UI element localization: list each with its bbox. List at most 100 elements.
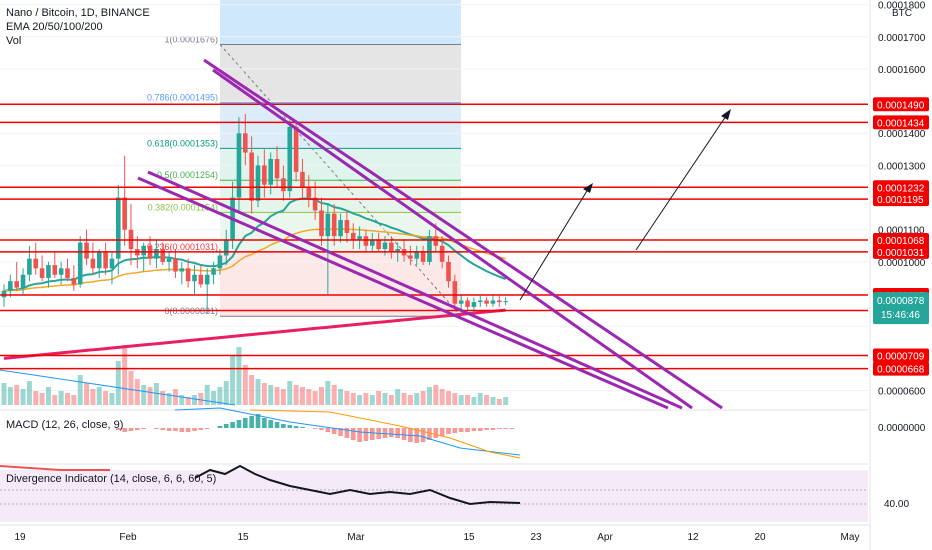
volume-bar — [299, 387, 305, 405]
drawings[interactable] — [0, 58, 868, 410]
price-tag-label: 0.0001232 — [877, 183, 925, 194]
fib-level-label: 1(0.0001676) — [164, 34, 218, 44]
macd-histogram-bar — [268, 420, 273, 428]
price-tick-label: 0.0001800 — [878, 1, 926, 12]
candle-body — [77, 242, 83, 285]
price-tag-bg — [873, 348, 929, 363]
volume-bar — [236, 347, 242, 405]
candle-body — [8, 281, 13, 291]
candle-body — [331, 213, 337, 237]
volume-bar — [249, 375, 255, 405]
volume-bar — [484, 395, 490, 405]
volume-bar — [477, 393, 483, 405]
volume-bar — [388, 395, 394, 405]
fib-trend-line — [219, 44, 462, 317]
countdown-timer: 15:46:46 — [881, 310, 920, 321]
macd-histogram-bar — [281, 424, 286, 428]
candle-body — [427, 236, 432, 262]
candle-body — [395, 249, 400, 253]
macd-histogram-bar — [293, 426, 299, 428]
volume-bar — [268, 385, 274, 405]
candle-body — [166, 258, 172, 262]
macd-histogram-bar — [135, 428, 140, 430]
candle-body — [243, 133, 248, 153]
volume-bar — [261, 383, 267, 405]
candle-body — [287, 126, 293, 192]
candle-body — [414, 252, 420, 259]
candle-body — [433, 236, 439, 246]
volume-bar — [45, 387, 51, 405]
macd-histogram-bar — [471, 428, 477, 431]
candle-body — [179, 268, 185, 272]
volume-bar — [153, 383, 159, 405]
macd-histogram-bar — [433, 428, 439, 438]
volume-bar — [96, 387, 102, 405]
macd-histogram-bar — [312, 428, 318, 429]
rsi-divergence-line — [0, 465, 110, 471]
macd-histogram-bar — [255, 414, 261, 428]
descending-trendline — [203, 58, 723, 410]
price-tag-label: 0.0001031 — [877, 248, 925, 259]
price-tag-bg — [873, 97, 929, 112]
candle-body — [312, 197, 318, 211]
candle-body — [211, 268, 216, 275]
candle-body — [65, 268, 70, 278]
candle-body — [350, 232, 356, 240]
fib-zone — [220, 44, 461, 103]
price-axis[interactable]: BTC0.00018000.00017000.00016000.00014000… — [869, 0, 932, 550]
volume-bar — [230, 355, 236, 405]
volume-bar — [103, 391, 109, 405]
candle-body — [223, 239, 229, 256]
time-axis[interactable]: 19 Feb 15 Mar 15 23 Apr 12 20 May — [0, 524, 870, 543]
macd-histogram-bar — [465, 428, 470, 432]
price-tick-label: 0.0000600 — [878, 387, 926, 398]
current-price-tag — [873, 292, 929, 325]
volume-bar — [465, 395, 471, 405]
volume-bar — [407, 395, 413, 405]
price-tag-bg — [873, 244, 929, 259]
time-tick-label: 12 — [687, 532, 699, 543]
candle-body — [319, 210, 324, 237]
time-tick-label: 23 — [530, 532, 542, 543]
volume-bars — [0, 345, 509, 406]
volume-bar — [223, 381, 229, 405]
time-tick-label: Apr — [597, 532, 613, 543]
candle-body — [376, 239, 381, 250]
macd-histogram-bar — [166, 428, 172, 431]
fib-top-zone — [220, 0, 461, 45]
rsi-level-label: 40.00 — [884, 499, 909, 510]
macd-pane — [0, 407, 868, 459]
candle-body — [103, 252, 108, 269]
candle-body — [420, 252, 426, 262]
price-tag-bg — [873, 115, 929, 130]
candle-body — [96, 252, 102, 269]
price-tag-bg — [873, 233, 929, 248]
candle-body — [46, 265, 51, 278]
candle-body — [141, 245, 146, 256]
candle-body — [192, 274, 197, 282]
macd-histogram-bar — [363, 428, 369, 441]
candle-body — [1, 290, 7, 298]
macd-histogram-bar — [331, 428, 337, 434]
volume-bar — [331, 385, 337, 405]
volume-bar — [312, 391, 318, 405]
ema-legend: EMA 20/50/100/200 — [6, 21, 103, 33]
currency-label: BTC — [892, 8, 912, 19]
arrowhead-icon — [583, 183, 593, 193]
price-tick-label: 0.0001300 — [878, 161, 926, 172]
volume-trend-line — [0, 369, 236, 406]
candle-body — [452, 281, 458, 304]
volume-bar — [217, 387, 223, 405]
volume-bar — [319, 387, 324, 405]
macd-zero-label: 0.0000000 — [878, 423, 926, 434]
candle-body — [160, 249, 166, 262]
volume-bar — [192, 395, 197, 405]
time-tick-label: 19 — [14, 532, 26, 543]
volume-bar — [414, 393, 420, 405]
macd-histogram-bar — [484, 428, 489, 430]
macd-histogram-bar — [395, 428, 400, 438]
time-tick-label: 15 — [463, 532, 475, 543]
candle-body — [306, 187, 312, 198]
volume-bar — [26, 381, 32, 405]
